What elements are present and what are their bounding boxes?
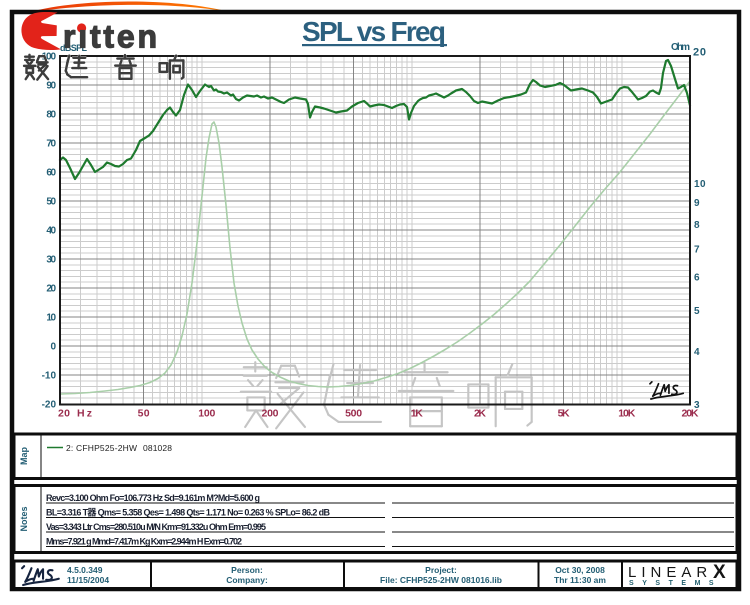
svg-text:081028: 081028 <box>143 443 172 453</box>
svg-text:Oct 30, 2008: Oct 30, 2008 <box>555 565 605 575</box>
svg-text:20: 20 <box>58 408 70 420</box>
svg-text:Mms=7.921 g Mmd=7.417m Kg Kx: Mms=7.921 g Mmd=7.417m Kg Kxm=2.944m H E… <box>46 537 242 547</box>
svg-text:9: 9 <box>694 198 700 209</box>
svg-text:rıtten: rıtten <box>63 19 157 55</box>
svg-text:Notes: Notes <box>19 506 29 531</box>
svg-text:Thr 11:30 am: Thr 11:30 am <box>554 575 606 585</box>
svg-text:60: 60 <box>46 168 56 179</box>
svg-text:70: 70 <box>46 139 56 150</box>
svg-text:LINEAR: LINEAR <box>628 564 713 581</box>
svg-text:20: 20 <box>46 284 56 295</box>
svg-text:SPL vs Freq: SPL vs Freq <box>302 16 446 47</box>
svg-text:8: 8 <box>694 220 700 231</box>
svg-text:50: 50 <box>46 197 56 208</box>
svg-text:0: 0 <box>50 342 56 353</box>
svg-text:80: 80 <box>46 110 56 121</box>
svg-text:Ohm: Ohm <box>671 42 690 53</box>
svg-text:Person:: Person: <box>231 565 263 575</box>
svg-text:500: 500 <box>345 408 362 420</box>
svg-text:30: 30 <box>46 255 56 266</box>
svg-text:-10: -10 <box>42 371 57 382</box>
svg-text:200: 200 <box>262 408 279 420</box>
svg-text:2K: 2K <box>474 408 486 420</box>
svg-text:100: 100 <box>198 408 215 420</box>
svg-text:10: 10 <box>46 313 56 324</box>
svg-text:-20: -20 <box>42 400 57 411</box>
svg-text:100: 100 <box>42 52 57 63</box>
svg-text:X: X <box>713 562 726 583</box>
svg-text:11/15/2004: 11/15/2004 <box>67 575 109 585</box>
svg-text:4.5.0.349: 4.5.0.349 <box>67 565 103 575</box>
svg-text:2: CFHP525-2HW: 2: CFHP525-2HW <box>66 443 137 453</box>
svg-text:Revc=3.100 Ohm Fo=106.773 Hz: Revc=3.100 Ohm Fo=106.773 Hz Sd=9.161m M… <box>46 493 260 503</box>
svg-text:Company:: Company: <box>226 575 268 585</box>
svg-text:10: 10 <box>694 179 706 190</box>
svg-text:File: CFHP525-2HW 081016.lib: File: CFHP525-2HW 081016.lib <box>380 575 502 585</box>
svg-text:50: 50 <box>138 408 150 420</box>
svg-text:6: 6 <box>694 273 700 284</box>
svg-text:Project:: Project: <box>425 565 457 575</box>
svg-text:40: 40 <box>46 226 56 237</box>
svg-text:7: 7 <box>694 244 700 255</box>
svg-text:dBSPL: dBSPL <box>60 43 88 53</box>
svg-text:Map: Map <box>19 446 29 465</box>
svg-text:20: 20 <box>693 47 706 59</box>
svg-text:5K: 5K <box>558 408 570 420</box>
svg-text:10K: 10K <box>618 408 635 420</box>
svg-text:4: 4 <box>694 347 700 358</box>
svg-text:20K: 20K <box>682 408 699 420</box>
svg-text:SYSTEMS: SYSTEMS <box>629 580 721 587</box>
svg-text:5: 5 <box>694 306 700 317</box>
svg-text:Hz: Hz <box>77 408 92 420</box>
svg-text:1K: 1K <box>411 408 423 420</box>
svg-text:Vas=3.343 Ltr Cms=280.510u M/: Vas=3.343 Ltr Cms=280.510u M/N Krm=91.33… <box>46 522 266 532</box>
svg-text:BL=3.316 T器 Qms= 5.358 Qes=: BL=3.316 T器 Qms= 5.358 Qes= 1.498 Qts= 1… <box>46 508 331 518</box>
svg-text:3: 3 <box>694 400 700 411</box>
svg-text:90: 90 <box>46 81 56 92</box>
